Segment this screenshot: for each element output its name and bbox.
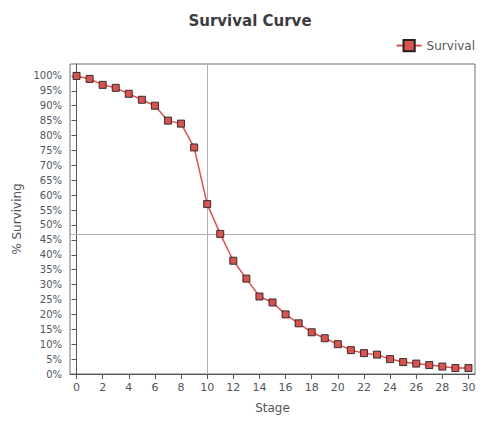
svg-text:50%: 50% [40, 219, 62, 230]
svg-text:30%: 30% [40, 279, 62, 290]
svg-text:10: 10 [200, 381, 214, 394]
svg-text:0: 0 [73, 381, 80, 394]
svg-text:20: 20 [331, 381, 345, 394]
svg-text:45%: 45% [40, 234, 62, 245]
svg-text:18: 18 [305, 381, 319, 394]
svg-text:12: 12 [226, 381, 240, 394]
svg-text:Stage: Stage [255, 401, 290, 415]
svg-text:60%: 60% [40, 190, 62, 201]
svg-text:24: 24 [383, 381, 397, 394]
svg-text:80%: 80% [40, 130, 62, 141]
svg-text:% Surviving: % Surviving [10, 183, 24, 254]
svg-text:0%: 0% [46, 369, 62, 380]
svg-text:8: 8 [178, 381, 185, 394]
svg-text:2: 2 [99, 381, 106, 394]
svg-text:100%: 100% [33, 70, 62, 81]
svg-text:Survival: Survival [427, 39, 475, 53]
svg-text:40%: 40% [40, 249, 62, 260]
svg-text:25%: 25% [40, 294, 62, 305]
svg-text:14: 14 [252, 381, 266, 394]
svg-text:95%: 95% [40, 85, 62, 96]
svg-text:28: 28 [435, 381, 449, 394]
svg-text:30: 30 [461, 381, 475, 394]
svg-text:22: 22 [357, 381, 371, 394]
svg-text:20%: 20% [40, 309, 62, 320]
svg-text:10%: 10% [40, 339, 62, 350]
svg-text:5%: 5% [46, 354, 62, 365]
svg-text:15%: 15% [40, 324, 62, 335]
svg-text:35%: 35% [40, 264, 62, 275]
svg-text:65%: 65% [40, 175, 62, 186]
svg-text:16: 16 [279, 381, 293, 394]
svg-text:55%: 55% [40, 205, 62, 216]
svg-text:26: 26 [409, 381, 423, 394]
svg-text:70%: 70% [40, 160, 62, 171]
svg-text:85%: 85% [40, 115, 62, 126]
svg-text:6: 6 [151, 381, 158, 394]
svg-text:Survival Curve: Survival Curve [188, 12, 311, 30]
svg-text:4: 4 [125, 381, 132, 394]
svg-text:90%: 90% [40, 100, 62, 111]
svg-text:75%: 75% [40, 145, 62, 156]
